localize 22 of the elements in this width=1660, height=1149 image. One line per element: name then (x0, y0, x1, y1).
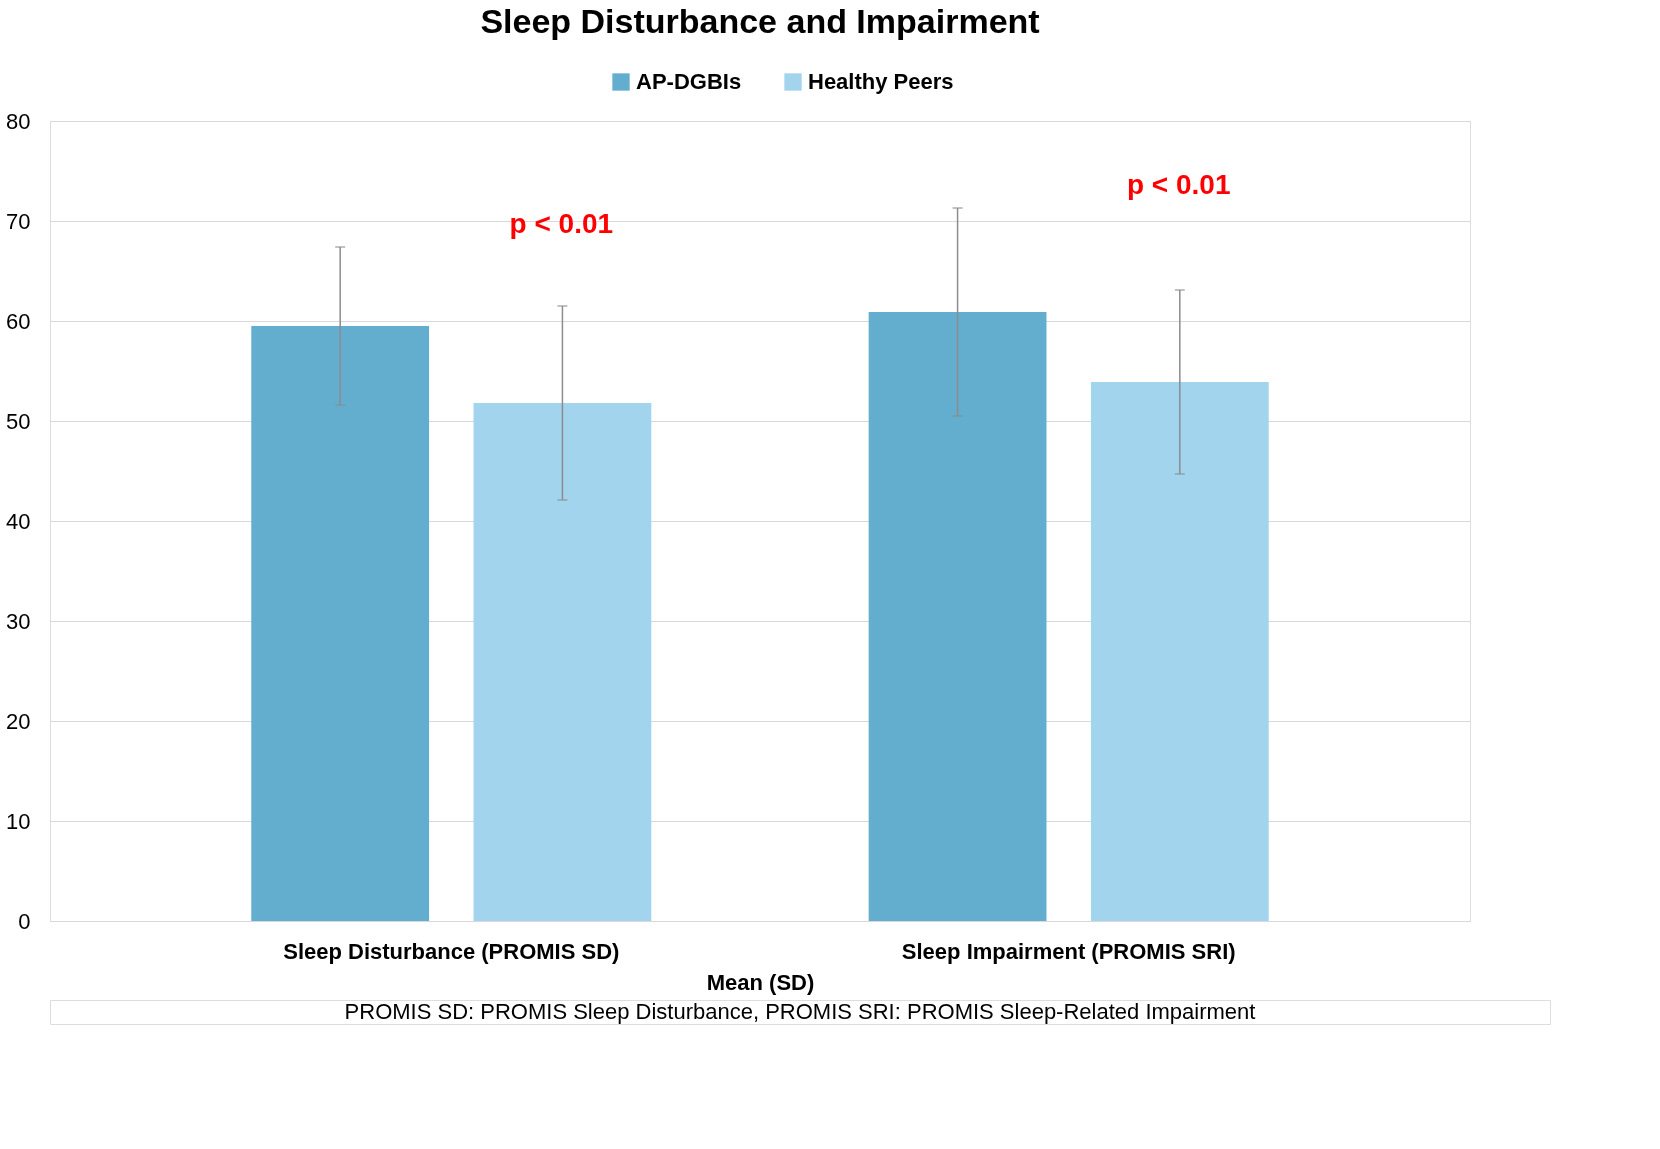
x-tick-label: Sleep Disturbance (PROMIS SD) (283, 938, 620, 964)
bar (473, 403, 652, 921)
bar (1090, 382, 1269, 921)
text: PROMIS SD: PROMIS Sleep Disturbance, PROMIS SRI: PROMIS Sleep-Related Impairment (344, 999, 1256, 1024)
x-tick-label: Sleep Impairment (PROMIS SRI) (901, 938, 1236, 964)
y-tick-label: 40 (6, 508, 31, 534)
x-axis-title: Mean (SD) (706, 969, 815, 995)
y-tick-label: 10 (6, 808, 31, 834)
y-tick-label: 0 (18, 908, 31, 934)
annotation: p < 0.01 (509, 208, 614, 239)
y-tick-label: 60 (6, 308, 31, 334)
y-tick-label: 30 (6, 608, 31, 634)
bar (868, 312, 1047, 921)
y-tick-label: 50 (6, 408, 31, 434)
y-tick-label: 70 (6, 208, 31, 234)
chart-title: Sleep Disturbance and Impairment (480, 2, 1040, 40)
legend-label: Healthy Peers (808, 69, 954, 94)
bar (251, 326, 430, 921)
annotation: p < 0.01 (1126, 169, 1231, 200)
y-tick-label: 20 (6, 708, 31, 734)
legend-label: AP-DGBIs (636, 69, 742, 94)
y-tick-label: 80 (6, 108, 31, 134)
